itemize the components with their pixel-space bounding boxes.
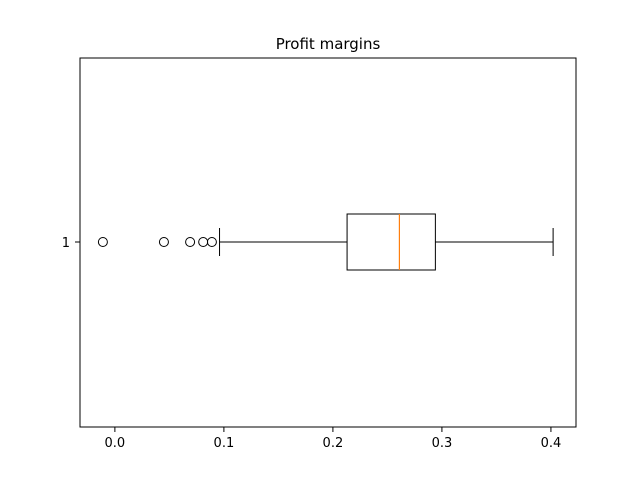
outlier-point <box>185 237 196 247</box>
x-tick-label: 0.0 <box>105 436 126 451</box>
outlier-point <box>97 237 108 247</box>
chart-title: Profit margins <box>276 35 381 53</box>
y-tick-label: 1 <box>62 236 70 251</box>
outlier-point <box>206 237 217 247</box>
x-tick-label: 0.3 <box>432 436 453 451</box>
x-tick-label: 0.4 <box>541 436 562 451</box>
outlier-point <box>198 237 209 247</box>
plot-area: 0.0 0.1 0.2 0.3 0.4 1 <box>62 57 577 451</box>
outlier-point <box>158 237 169 247</box>
x-tick-label: 0.1 <box>214 436 235 451</box>
x-tick-label: 0.2 <box>323 436 344 451</box>
iqr-box <box>346 213 436 271</box>
